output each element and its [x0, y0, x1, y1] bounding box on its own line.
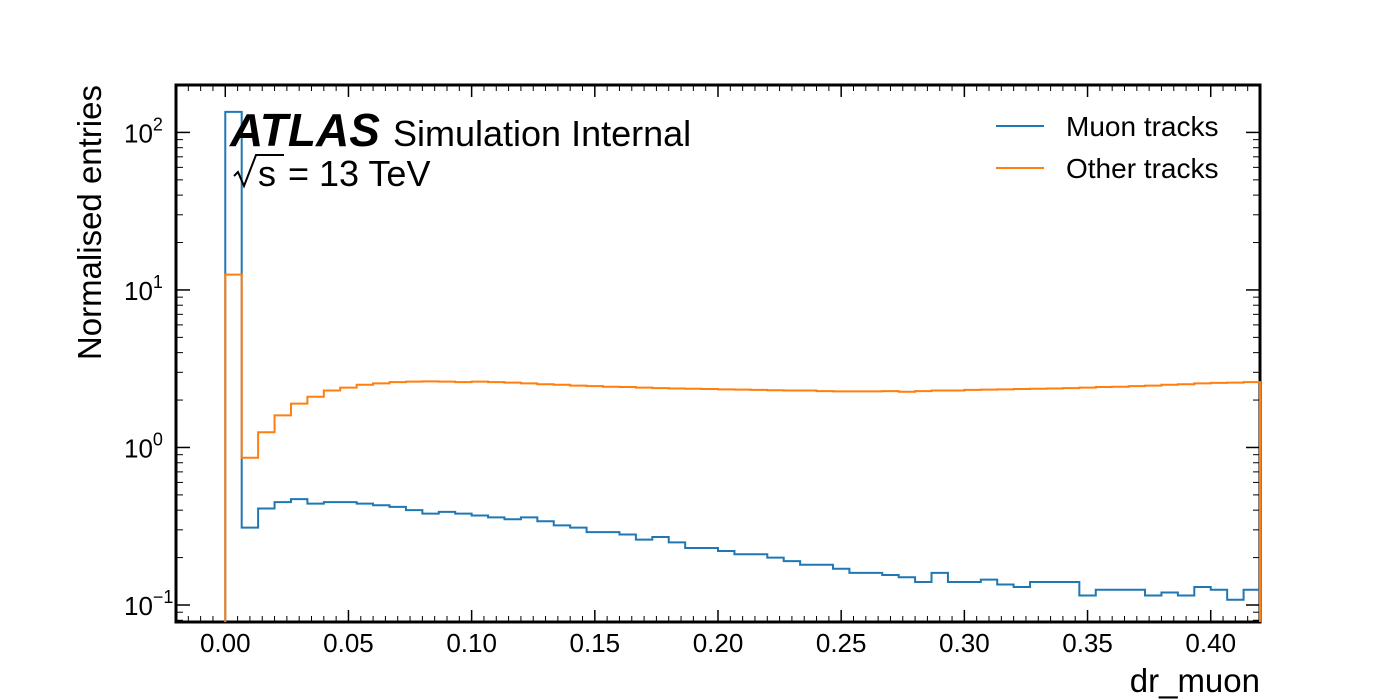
- legend-label-other: Other tracks: [1066, 153, 1218, 184]
- atlas-status-text: Simulation Internal: [393, 113, 691, 154]
- y-tick-exponent: 0: [153, 429, 163, 449]
- y-tick-label: 102: [124, 114, 163, 148]
- y-tick-base: 10: [124, 591, 153, 621]
- series-line-0: [224, 110, 1262, 622]
- legend-label-muon: Muon tracks: [1066, 111, 1219, 142]
- x-tick-label: 0.05: [323, 628, 374, 658]
- sqrt-symbol: [233, 154, 284, 189]
- y-tick-base: 10: [124, 276, 153, 306]
- x-tick-label: 0.30: [939, 628, 990, 658]
- energy-value-text: = 13 TeV: [288, 153, 430, 194]
- series-line-1: [224, 273, 1262, 622]
- x-tick-label: 0.00: [200, 628, 251, 658]
- x-tick-label: 0.25: [816, 628, 867, 658]
- y-tick-exponent: 1: [153, 272, 163, 292]
- atlas-logo-text: ATLAS: [229, 104, 380, 156]
- y-tick-label: 101: [124, 272, 163, 306]
- x-tick-label: 0.40: [1185, 628, 1236, 658]
- y-tick-exponent: 2: [153, 114, 163, 134]
- x-axis-title: dr_muon: [1130, 662, 1260, 699]
- energy-sqrt-arg: s: [258, 153, 276, 194]
- x-tick-label: 0.35: [1062, 628, 1113, 658]
- y-axis-title: Normalised entries: [71, 85, 108, 360]
- y-tick-exponent: −1: [153, 587, 174, 607]
- y-tick-label: 100: [124, 429, 163, 463]
- x-tick-label: 0.15: [570, 628, 621, 658]
- x-tick-label: 0.20: [693, 628, 744, 658]
- legend: Muon tracks Other tracks: [996, 111, 1219, 184]
- series-group: [224, 110, 1262, 622]
- y-tick-label: 10−1: [124, 587, 173, 621]
- x-tick-labels: 0.00 0.05 0.10 0.15 0.20 0.25 0.30 0.35 0.40: [200, 628, 1236, 658]
- y-tick-base: 10: [124, 118, 153, 148]
- x-tick-label: 0.10: [446, 628, 497, 658]
- y-tick-base: 10: [124, 433, 153, 463]
